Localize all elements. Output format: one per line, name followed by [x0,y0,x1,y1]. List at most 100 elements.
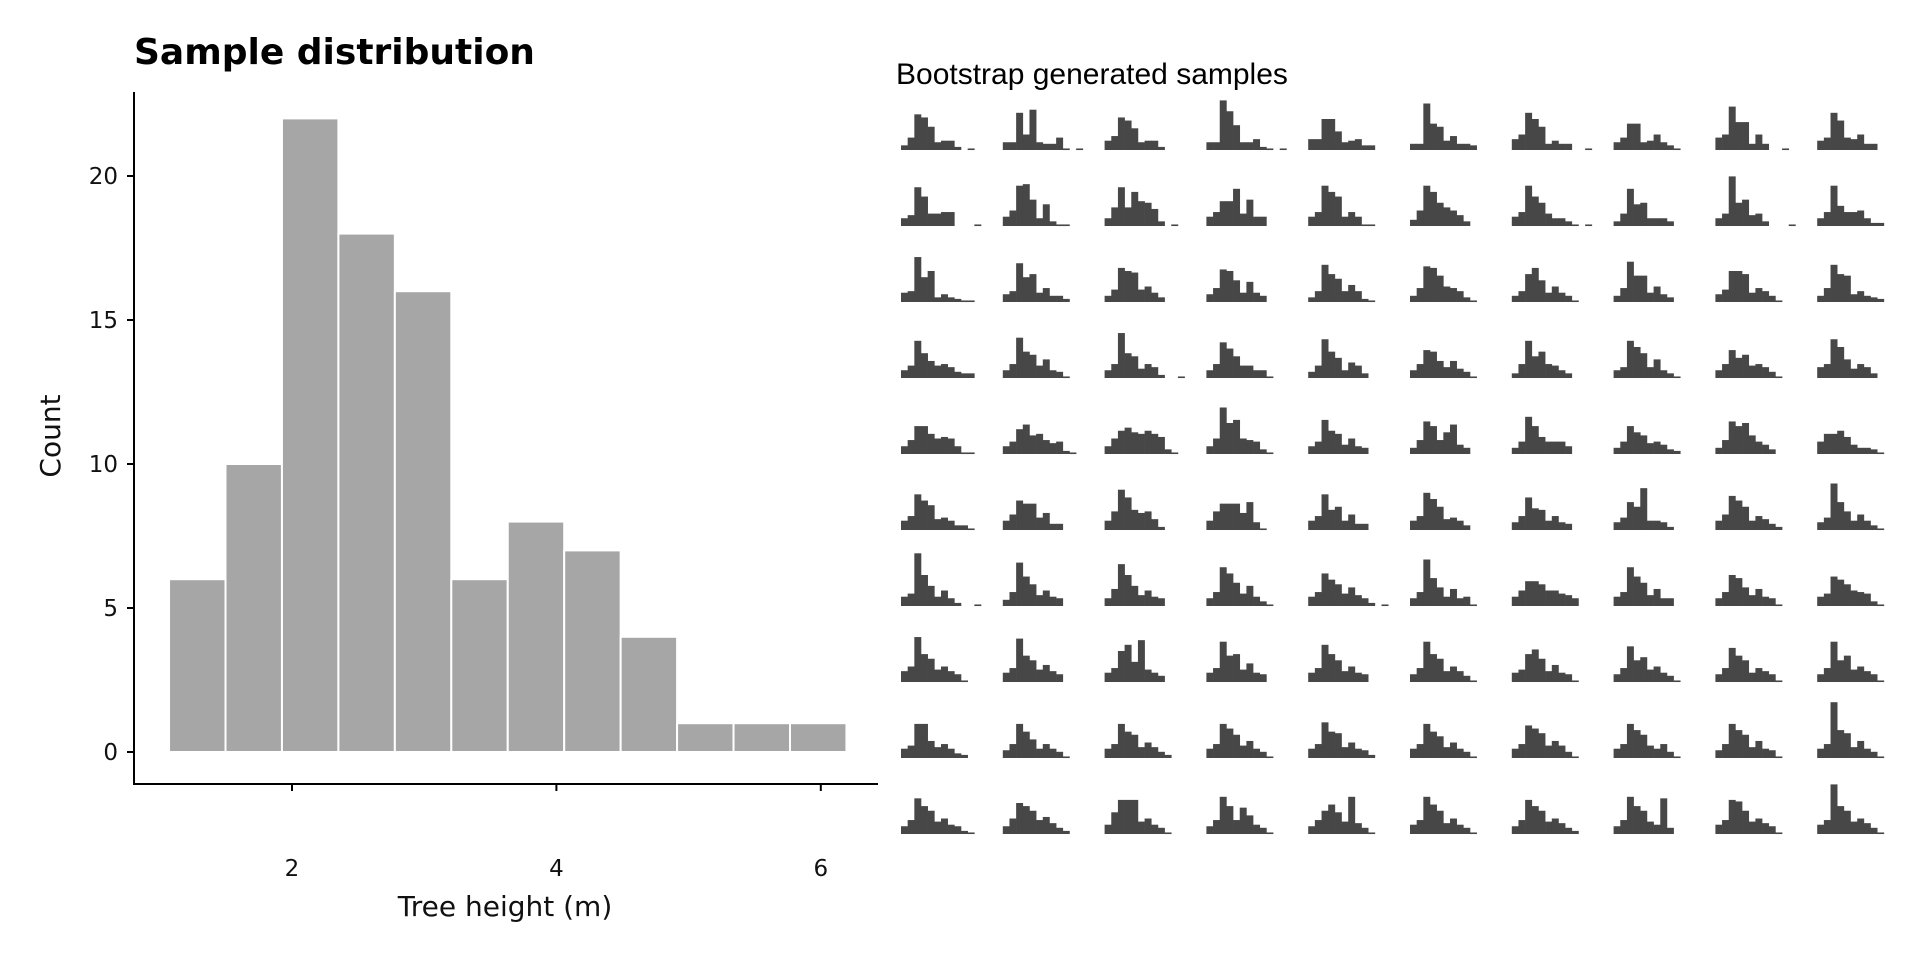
bootstrap-bar [907,666,915,682]
bootstrap-bar [1368,754,1376,758]
bootstrap-bar [1430,123,1437,150]
bootstrap-bar [961,373,968,378]
bootstrap-bar [1334,660,1342,682]
bootstrap-histogram [1002,424,1077,455]
bootstrap-bar [1748,292,1756,302]
bootstrap-bar [1565,373,1573,378]
bootstrap-histogram [1104,267,1165,302]
bootstrap-bar [1259,295,1267,302]
bootstrap-histogram [1104,333,1185,379]
bootstrap-bar [907,215,915,226]
bootstrap-bar [1571,300,1579,303]
bootstrap-bar [914,257,922,302]
bootstrap-bar [1525,416,1533,454]
bootstrap-bar [1755,134,1763,150]
bootstrap-bar [1308,826,1316,834]
bootstrap-bar [1416,288,1424,302]
bootstrap-bar [1239,669,1247,682]
bootstrap-bar [1206,446,1214,454]
bootstrap-bar [1137,640,1145,682]
bootstrap-histogram [1511,185,1593,227]
bootstrap-histogram [1308,419,1369,454]
bootstrap-bar [1722,820,1730,834]
bootstrap-bar [1233,125,1241,150]
bootstrap-bar [1259,370,1267,378]
bootstrap-bar [1361,145,1369,150]
bootstrap-bar [1219,342,1227,378]
bootstrap-histogram [1308,644,1369,682]
bootstrap-bar [1111,744,1119,758]
bootstrap-bar [1837,660,1845,682]
bootstrap-bar [1823,433,1831,454]
bootstrap-bar [1646,443,1654,454]
bootstrap-bar [1538,202,1546,226]
histogram-bar [168,578,227,754]
bootstrap-bar [1314,516,1322,530]
bootstrap-bar [1443,286,1451,302]
bootstrap-bar [934,519,942,530]
bootstrap-bar [1633,806,1641,834]
bootstrap-bar [1755,288,1763,302]
bootstrap-bar [1056,751,1064,758]
bootstrap-histogram [1410,421,1471,454]
bootstrap-bar [907,440,915,454]
bootstrap-bar [1022,351,1030,378]
bootstrap-bar [1565,827,1573,834]
bootstrap-bar [1157,436,1165,454]
bootstrap-bar [1843,137,1851,150]
bootstrap-bar [914,637,922,682]
bootstrap-bar [1830,112,1838,150]
bootstrap-bar [1837,730,1845,758]
y-tick-label: 0 [103,740,118,766]
bootstrap-bar [927,433,935,454]
bootstrap-bar [1144,286,1152,302]
bootstrap-histogram [1715,723,1783,759]
histogram-bar [337,232,396,754]
bootstrap-bar [1715,750,1723,758]
bootstrap-bar [1334,506,1342,530]
bootstrap-bar [1463,675,1471,682]
bootstrap-bar [1009,818,1017,834]
bootstrap-bar [1571,680,1579,683]
bootstrap-bar [1653,218,1661,226]
bootstrap-bar [1124,497,1132,530]
bootstrap-bar [1117,430,1125,454]
bootstrap-bar [1341,291,1349,302]
bootstrap-bar [1443,671,1451,682]
bootstrap-bar [1062,756,1070,759]
bootstrap-bar [1233,582,1241,606]
bootstrap-bar [1613,826,1621,834]
bootstrap-bar [1328,351,1336,378]
bootstrap-bar [1640,353,1648,378]
bootstrap-bar [1036,669,1044,682]
bootstrap-bar [1111,289,1119,302]
bootstrap-bar [1354,365,1362,378]
bootstrap-bar [1410,447,1417,454]
bootstrap-bar [954,602,962,606]
bootstrap-bar [1735,357,1743,378]
bootstrap-bar [934,297,942,302]
y-axis-title: Count [34,394,67,477]
bootstrap-bar [1728,271,1736,302]
bootstrap-bar [1226,728,1234,758]
bootstrap-bar [934,747,942,758]
bootstrap-bar [1775,300,1783,303]
y-tick-label: 15 [89,308,118,334]
bootstrap-histogram [1817,641,1885,683]
bootstrap-bar [1117,564,1125,606]
bootstrap-bar [1646,595,1654,606]
bootstrap-bar [1463,371,1471,378]
bootstrap-bar [1443,207,1451,226]
bootstrap-bar [914,553,922,606]
bootstrap-bar [1016,500,1024,530]
bootstrap-bar [1321,722,1329,758]
bootstrap-bar [1279,148,1287,151]
bootstrap-bar [1259,751,1267,758]
bootstrap-bar [934,365,942,378]
bootstrap-bar [1735,655,1743,682]
bootstrap-bar [1728,799,1736,834]
bootstrap-histogram [1410,185,1471,226]
bootstrap-bar [1735,578,1743,606]
bootstrap-bar [1111,812,1119,834]
